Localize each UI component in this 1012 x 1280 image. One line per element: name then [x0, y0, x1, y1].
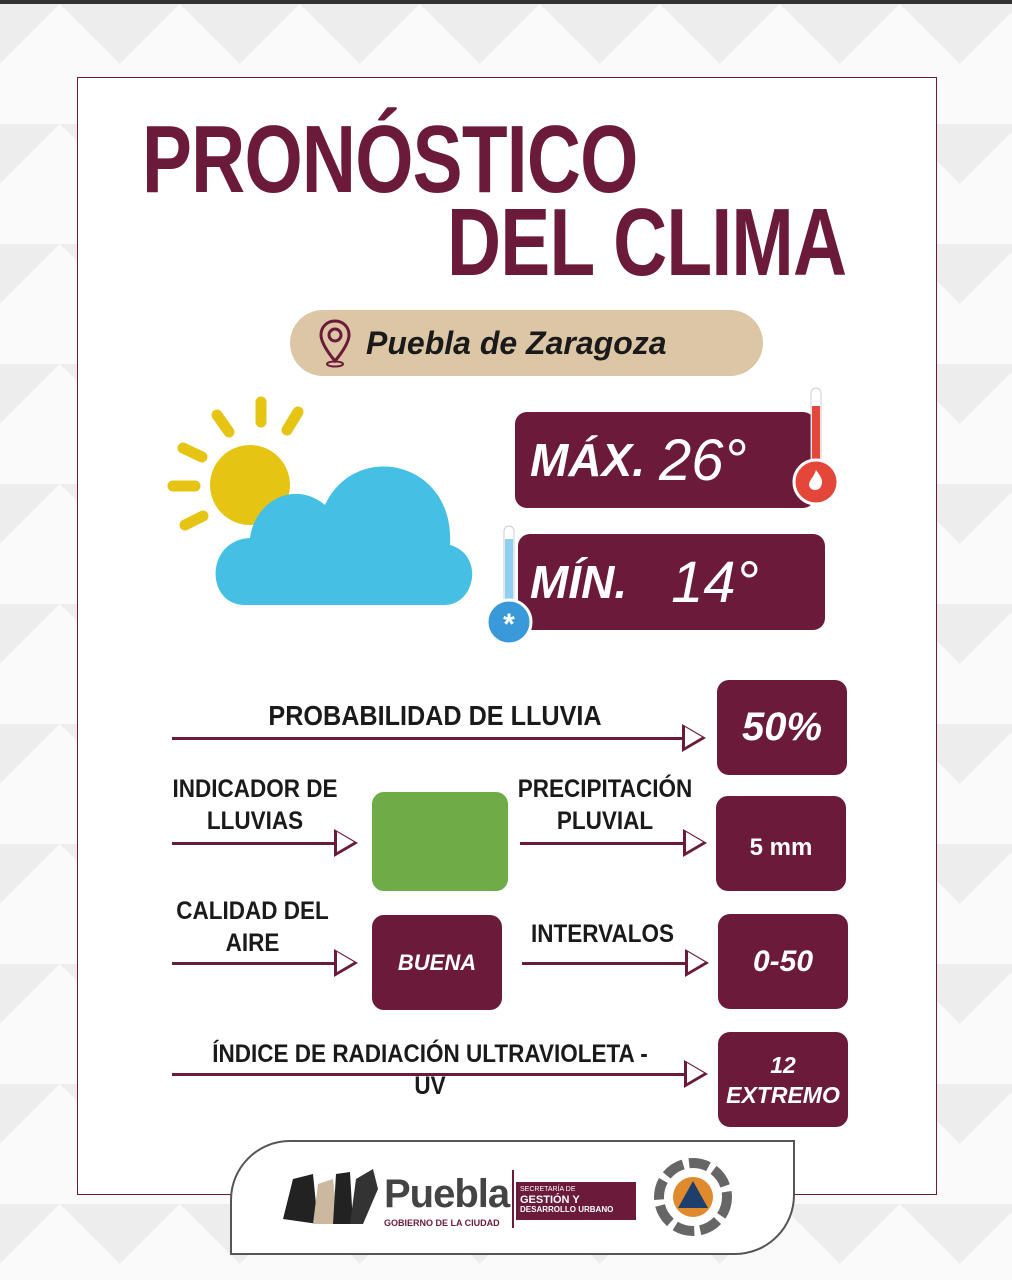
air-quality-value: BUENA: [372, 915, 502, 1010]
max-temp-value: 26°: [659, 427, 747, 493]
arrow-icon: [522, 949, 709, 977]
uv-label: ÍNDICE DE RADIACIÓN ULTRAVIOLETA - UV: [212, 1040, 648, 1100]
max-temp-label: MÁX.: [530, 434, 645, 486]
divider: [512, 1170, 514, 1228]
rain-indicator-swatch: [372, 792, 508, 891]
secretaria-line-3: DESARROLLO URBANO: [520, 1205, 614, 1214]
footer-logos: Puebla GOBIERNO DE LA CIUDAD SECRETARÍA …: [230, 1140, 795, 1255]
secretaria-line-2: GESTIÓN Y: [520, 1194, 580, 1206]
arrow-icon: [172, 949, 358, 977]
uv-index: 12: [770, 1051, 796, 1078]
precipitation-label: PRECIPITACIÓN PLUVIAL: [517, 775, 693, 835]
rain-probability-label: PROBABILIDAD DE LLUVIA: [268, 700, 602, 731]
rain-indicator-label: INDICADOR DE LLUVIAS: [172, 775, 338, 835]
title-line-1: PRONÓSTICO: [142, 106, 638, 213]
location-pill: Puebla de Zaragoza: [290, 310, 763, 376]
intervals-value: 0-50: [718, 914, 848, 1009]
partly-cloudy-icon: [167, 396, 473, 605]
location-name: Puebla de Zaragoza: [366, 324, 667, 361]
precipitation-value: 5 mm: [716, 796, 846, 891]
arrow-icon: [172, 1060, 708, 1088]
max-temp-box: MÁX. 26°: [515, 412, 815, 508]
uv-level: EXTREMO: [726, 1081, 840, 1108]
min-temp-value: 14°: [671, 549, 759, 615]
air-quality-label: CALIDAD DEL AIRE: [176, 897, 329, 957]
arrow-icon: [172, 724, 706, 752]
secretaria-logo: SECRETARÍA DE GESTIÓN Y DESARROLLO URBAN…: [516, 1182, 636, 1220]
min-temp-label: MÍN.: [530, 556, 628, 608]
intervals-label: INTERVALOS: [531, 920, 674, 948]
thermometer-hot-icon: [792, 387, 840, 506]
rain-probability-value: 50%: [717, 680, 847, 775]
arrow-icon: [172, 829, 358, 857]
civil-protection-emblem: [654, 1158, 732, 1236]
arrow-icon: [520, 829, 707, 857]
puebla-logo-text: Puebla: [384, 1172, 510, 1216]
thermometer-cold-icon: *: [485, 525, 533, 646]
puebla-logo-subtitle: GOBIERNO DE LA CIUDAD: [384, 1218, 500, 1228]
svg-text:*: *: [503, 608, 515, 641]
puebla-city-emblem: [283, 1169, 378, 1224]
uv-value-box: 12 EXTREMO: [718, 1032, 848, 1127]
secretaria-line-1: SECRETARÍA DE: [520, 1186, 576, 1193]
title-line-2: DEL CLIMA: [447, 189, 847, 296]
map-pin-icon: [319, 319, 351, 368]
top-bar: [0, 0, 1012, 4]
min-temp-box: MÍN. 14°: [518, 534, 825, 630]
